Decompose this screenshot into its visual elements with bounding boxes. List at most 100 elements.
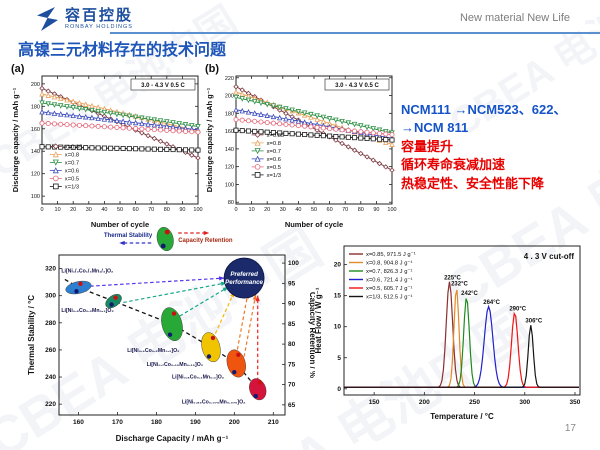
svg-text:x=1/3: x=1/3 [65, 184, 79, 190]
svg-text:80: 80 [288, 341, 296, 348]
svg-text:300: 300 [45, 293, 56, 300]
svg-text:4 . 3 V cut-off: 4 . 3 V cut-off [524, 252, 575, 261]
svg-text:Discharge capacity / mAh g⁻¹: Discharge capacity / mAh g⁻¹ [11, 87, 20, 192]
svg-text:80: 80 [228, 200, 234, 206]
svg-text:10: 10 [55, 207, 61, 213]
note-line: 容量提升 [401, 138, 454, 154]
svg-text:x=0.5: x=0.5 [65, 176, 79, 182]
svg-text:120: 120 [225, 165, 234, 171]
svg-text:306°C: 306°C [525, 319, 542, 325]
svg-text:90: 90 [179, 207, 185, 213]
svg-text:232°C: 232°C [451, 281, 468, 287]
svg-text:20: 20 [334, 262, 342, 269]
svg-text:70: 70 [148, 207, 154, 213]
svg-text:70: 70 [288, 382, 296, 389]
svg-text:30: 30 [280, 207, 286, 213]
key-points: NCM111 →NCM523、622、 →NCM 811 容量提升 循环寿命衰减… [401, 101, 599, 193]
svg-text:x=0.6: x=0.6 [267, 157, 281, 163]
svg-text:x=0.7: x=0.7 [65, 160, 79, 166]
svg-text:x=1/3, 512.5 J g⁻¹: x=1/3, 512.5 J g⁻¹ [366, 295, 412, 301]
svg-text:260: 260 [45, 347, 56, 354]
svg-text:30: 30 [86, 207, 92, 213]
svg-text:Discharge capacity / mAh g⁻¹: Discharge capacity / mAh g⁻¹ [205, 87, 214, 192]
cycle-chart-b: 0 10 20 30 40 50 60 70 80 90 100 80 100 120 140 160 180 2… [205, 63, 397, 229]
svg-text:290°C: 290°C [509, 306, 526, 312]
svg-text:60: 60 [133, 207, 139, 213]
svg-text:0: 0 [234, 207, 237, 213]
svg-text:180: 180 [225, 111, 234, 117]
svg-text:x=0.85, 971.5 J g⁻¹: x=0.85, 971.5 J g⁻¹ [366, 252, 416, 258]
svg-text:x=0.7: x=0.7 [267, 149, 281, 155]
svg-text:Number of cycle: Number of cycle [91, 220, 149, 229]
note-line: 循环寿命衰减加速 [401, 157, 506, 173]
svg-text:242°C: 242°C [461, 291, 478, 297]
svg-text:Capacity Retention: Capacity Retention [178, 238, 233, 244]
svg-text:Preferred: Preferred [230, 271, 258, 278]
svg-text:220: 220 [45, 401, 56, 408]
dsc-heatflow-chart: 150 200 250 300 350 0 5 10 15 20 Temperature / °C H… [314, 245, 581, 421]
svg-text:3.0 - 4.3 V 0.5 C: 3.0 - 4.3 V 0.5 C [335, 83, 379, 89]
logo-name-cn: 容百控股 [65, 6, 134, 24]
svg-text:280: 280 [45, 320, 56, 327]
svg-text:300: 300 [519, 399, 530, 406]
page-number: 17 [564, 423, 576, 434]
svg-text:180: 180 [151, 419, 162, 426]
svg-text:100: 100 [31, 194, 40, 200]
svg-text:95: 95 [288, 280, 296, 287]
cycle-chart-a: 0 10 20 30 40 50 60 70 80 90 100 100 120 140 160 180 200… [11, 63, 203, 229]
svg-text:Thermal Stability / °C: Thermal Stability / °C [27, 295, 36, 375]
svg-text:Li[Ni₀.₈Co₀.₁Mn₀.₁]O₂: Li[Ni₀.₈Co₀.₁Mn₀.₁]O₂ [172, 374, 225, 380]
svg-text:60: 60 [327, 207, 333, 213]
svg-text:100: 100 [387, 207, 396, 213]
svg-text:65: 65 [288, 402, 296, 409]
svg-text:(b): (b) [205, 63, 219, 75]
svg-text:50: 50 [117, 207, 123, 213]
tradeoff-scatter-chart: 160 170 180 190 200 210 220 240 260 280 300 320 65 70… [27, 227, 315, 443]
svg-text:Temperature / °C: Temperature / °C [430, 412, 494, 421]
svg-text:3.0 - 4.3 V 0.5 C: 3.0 - 4.3 V 0.5 C [141, 83, 185, 89]
svg-text:Li[Ni₀.₆Co₀.₂Mn₀.₂]O₂: Li[Ni₀.₆Co₀.₂Mn₀.₂]O₂ [127, 348, 180, 354]
svg-text:220: 220 [225, 76, 234, 82]
svg-text:160: 160 [73, 419, 84, 426]
note-line: NCM111 →NCM523、622、 [401, 102, 567, 117]
svg-text:x=1/3: x=1/3 [267, 173, 281, 179]
svg-text:x=0.8: x=0.8 [65, 152, 79, 158]
svg-text:200: 200 [225, 94, 234, 100]
svg-text:80: 80 [164, 207, 170, 213]
svg-text:90: 90 [288, 301, 296, 308]
svg-text:x=0.6, 721.4 J g⁻¹: x=0.6, 721.4 J g⁻¹ [366, 278, 412, 284]
svg-text:20: 20 [264, 207, 270, 213]
header-rule [110, 32, 600, 34]
svg-text:40: 40 [101, 207, 107, 213]
note-line: →NCM 811 [401, 120, 469, 136]
svg-text:Li[Ni₀.₇Co₀.₁₅Mn₀.₁₅]O₂: Li[Ni₀.₇Co₀.₁₅Mn₀.₁₅]O₂ [147, 362, 204, 368]
svg-text:100: 100 [288, 260, 299, 267]
svg-text:190: 190 [190, 419, 201, 426]
svg-text:225°C: 225°C [444, 275, 461, 281]
svg-text:85: 85 [288, 321, 296, 328]
svg-text:40: 40 [295, 207, 301, 213]
svg-text:180: 180 [31, 104, 40, 110]
svg-text:Heat Flow / W g⁻¹: Heat Flow / W g⁻¹ [314, 287, 323, 353]
svg-text:320: 320 [45, 266, 56, 273]
logo-name-en: RONBAY HOLDINGS [65, 23, 133, 30]
svg-text:x=0.85: x=0.85 [267, 133, 285, 139]
svg-text:Li[Ni₀.₈₅Co₀.₀₇₅Mn₀.₀₇₅]O₂: Li[Ni₀.₈₅Co₀.₀₇₅Mn₀.₀₇₅]O₂ [182, 399, 246, 405]
svg-text:x=0.7, 826.3 J g⁻¹: x=0.7, 826.3 J g⁻¹ [366, 269, 412, 275]
svg-text:75: 75 [288, 361, 296, 368]
svg-text:140: 140 [225, 147, 234, 153]
svg-text:Number of cycle: Number of cycle [285, 220, 343, 229]
svg-text:Discharge Capacity / mAh g⁻¹: Discharge Capacity / mAh g⁻¹ [116, 434, 229, 443]
svg-text:90: 90 [373, 207, 379, 213]
svg-text:100: 100 [225, 182, 234, 188]
svg-text:Performance: Performance [225, 279, 263, 286]
svg-text:0: 0 [337, 386, 341, 393]
svg-text:5: 5 [337, 355, 341, 362]
svg-text:200: 200 [419, 399, 430, 406]
svg-text:240: 240 [45, 374, 56, 381]
svg-text:140: 140 [31, 149, 40, 155]
ronbay-logo-icon [37, 7, 58, 31]
svg-text:10: 10 [249, 207, 255, 213]
svg-text:150: 150 [369, 399, 380, 406]
